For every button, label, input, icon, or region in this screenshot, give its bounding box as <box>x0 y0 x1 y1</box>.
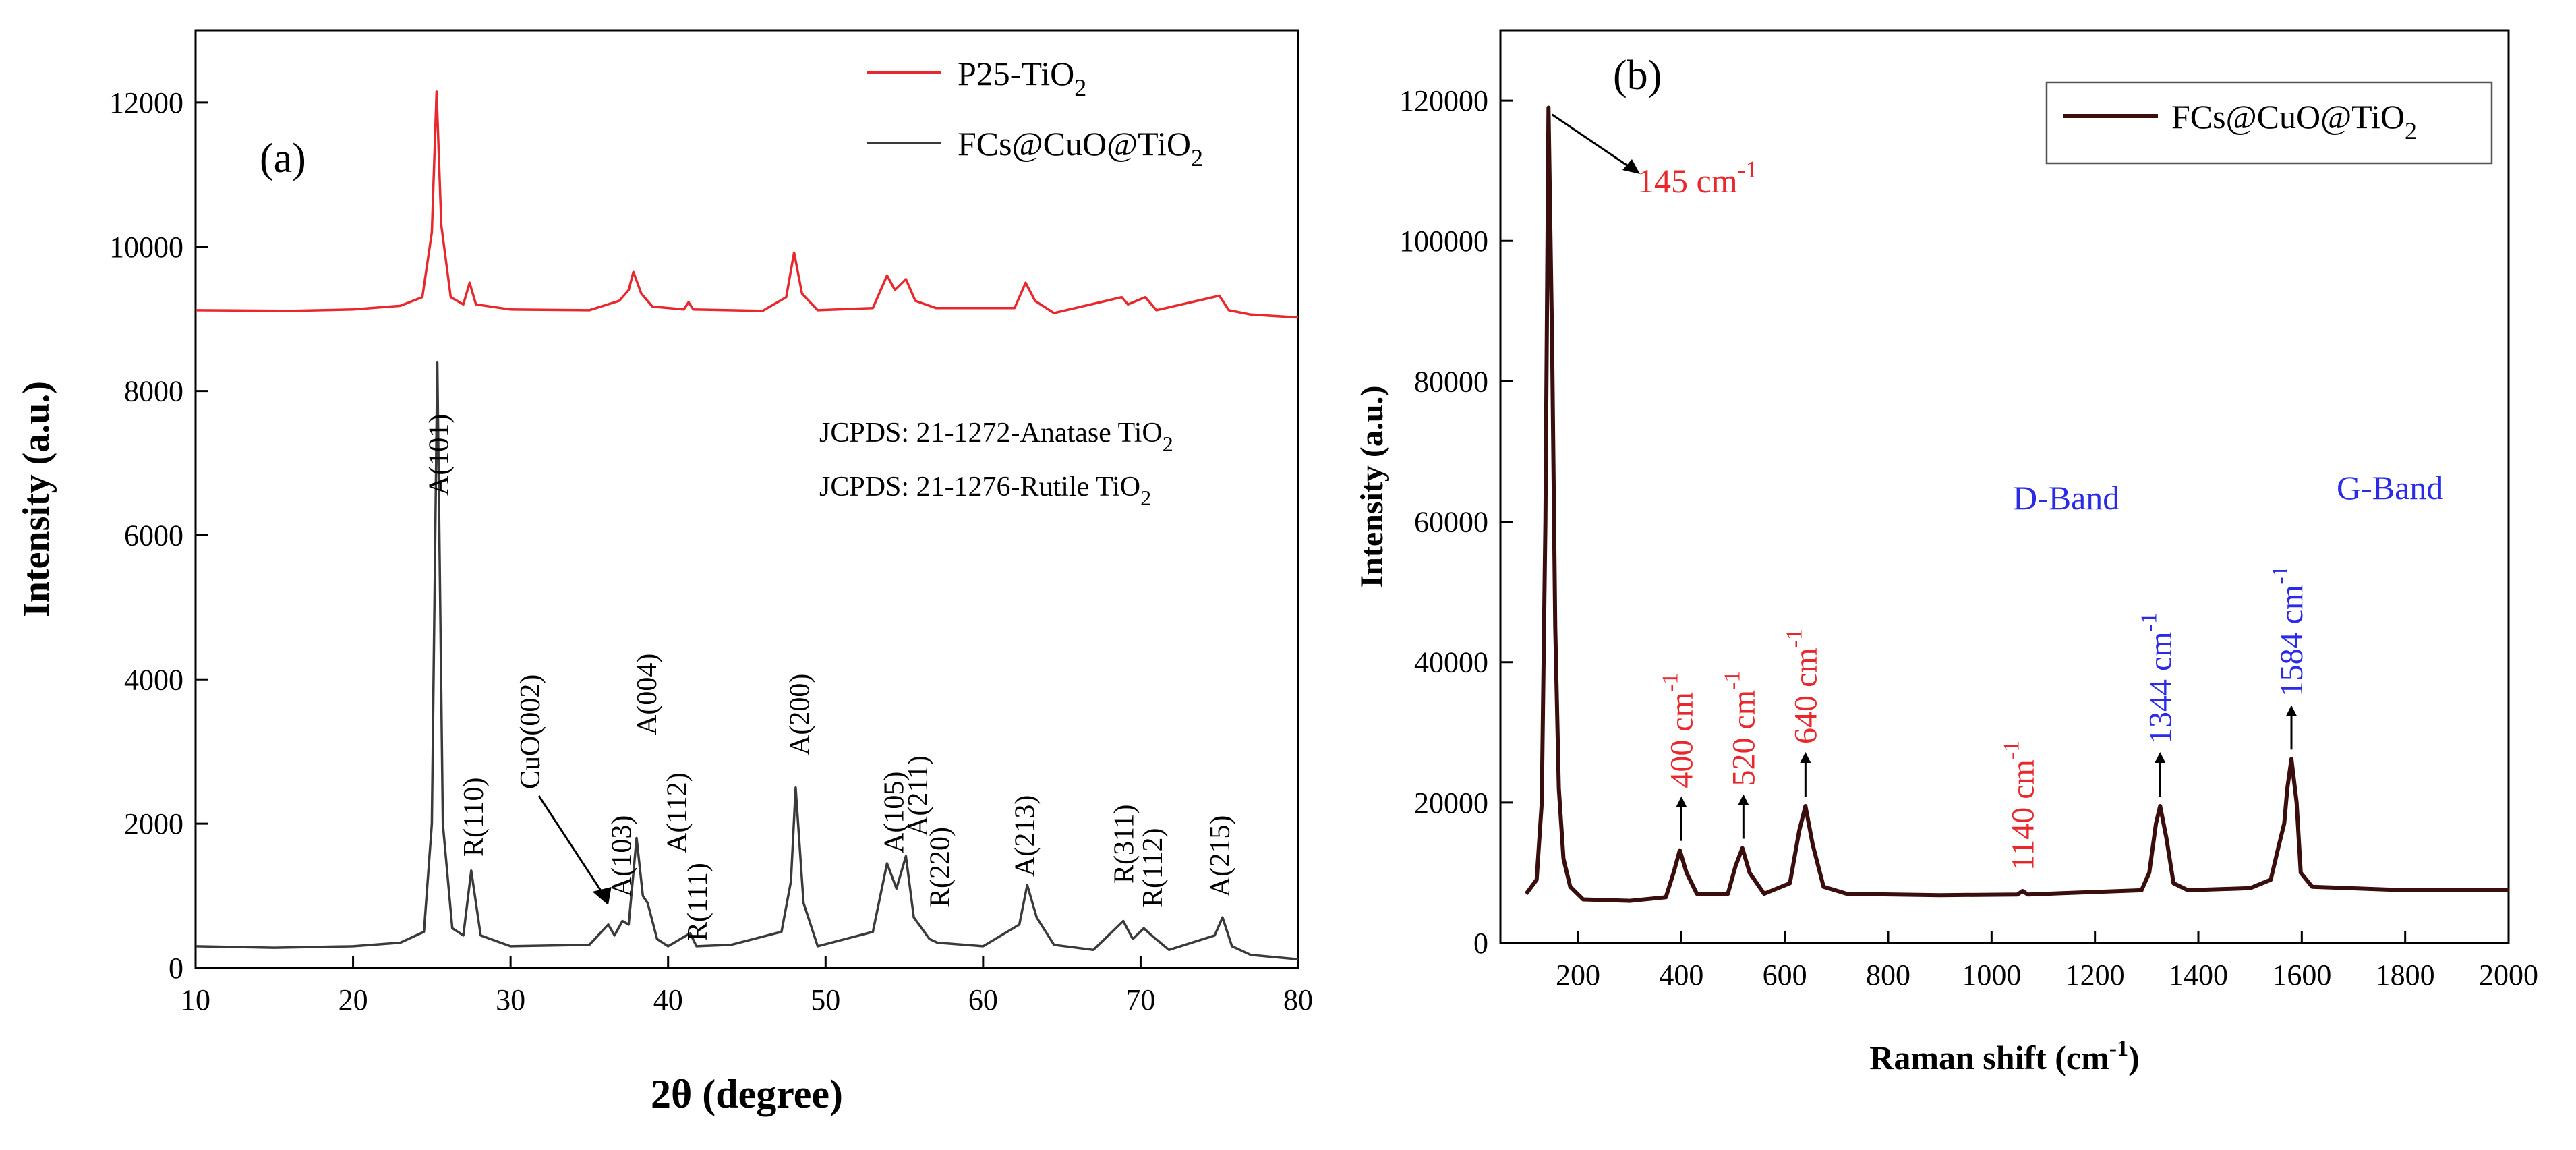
band-label: D-Band <box>2013 479 2119 517</box>
panel-label: (b) <box>1613 53 1662 98</box>
peak-label: A(213) <box>1010 795 1041 877</box>
y-tick-label: 12000 <box>109 86 183 119</box>
annotation-arrow-head <box>1800 752 1811 764</box>
annotation-arrow-head <box>2155 752 2166 764</box>
plot-frame <box>194 29 1299 969</box>
cuo-arrow-head <box>592 887 612 905</box>
legend-label: FCs@CuO@TiO2 <box>2171 98 2417 144</box>
x-tick-label: 20 <box>339 983 368 1016</box>
x-tick-label: 600 <box>1763 958 1807 991</box>
x-tick-label: 1600 <box>2272 958 2331 991</box>
annotation-arrow-head <box>1738 794 1749 805</box>
series-line-p25 <box>195 90 1299 319</box>
y-axis-label: Intensity (a.u.) <box>16 381 57 617</box>
jcpds-annotation: JCPDS: 21-1276-Rutile TiO2 <box>819 471 1151 510</box>
y-axis-label: Intensity (a.u.) <box>1354 385 1390 587</box>
y-tick-label: 2000 <box>124 807 183 840</box>
plot-frame <box>1499 29 2510 944</box>
x-axis-label: Raman shift (cm-1) <box>1869 1036 2140 1076</box>
y-tick-label: 60000 <box>1414 506 1488 539</box>
legend-label: FCs@CuO@TiO2 <box>958 125 1203 171</box>
x-tick-label: 40 <box>653 983 683 1016</box>
cuo-arrow <box>537 795 606 898</box>
panel-b: 200 400 600 800 1000 1200 1400 1600 1800 20000200… <box>1354 29 2538 1076</box>
y-tick-label: 10000 <box>109 231 183 264</box>
legend-label: P25-TiO2 <box>958 55 1086 101</box>
y-tick-label: 0 <box>1473 927 1488 960</box>
x-tick-label: 200 <box>1556 958 1600 991</box>
peak-label: A(215) <box>1205 815 1236 897</box>
peak-annotation: 145 cm-1 <box>1637 156 1758 200</box>
peak-label: A(112) <box>662 772 693 853</box>
x-tick-label: 1400 <box>2169 958 2228 991</box>
peak-annotation: 1344 cm-1 <box>2136 612 2178 744</box>
peak-annotation: 1584 cm-1 <box>2268 565 2310 697</box>
panel-a: 10 20 30 40 50 60 70 80 0 2000 4000 6000 8000 10000 12… <box>16 29 1313 1116</box>
peak-label: A(211) <box>903 755 934 836</box>
peak-label: R(110) <box>459 778 490 857</box>
x-axis-label: 2θ (degree) <box>651 1072 843 1116</box>
x-tick-label: 70 <box>1125 983 1155 1016</box>
y-tick-label: 120000 <box>1399 84 1488 117</box>
y-tick-label: 6000 <box>124 519 183 552</box>
y-tick-label: 20000 <box>1414 786 1488 820</box>
y-tick-label: 8000 <box>124 375 183 408</box>
peak-label: A(105) <box>879 772 910 853</box>
peak-label: R(311) <box>1109 805 1140 884</box>
x-tick-label: 80 <box>1283 983 1313 1016</box>
peak-label: R(111) <box>682 863 713 941</box>
x-tick-label: 1200 <box>2066 958 2125 991</box>
x-tick-label: 1000 <box>1962 958 2021 991</box>
x-tick-label: 2000 <box>2479 958 2538 991</box>
x-tick-label: 800 <box>1866 958 1910 991</box>
peak-annotation: 1140 cm-1 <box>1999 741 2041 871</box>
band-label: G-Band <box>2337 469 2443 507</box>
y-tick-label: 4000 <box>124 663 183 696</box>
peak-label: A(200) <box>785 674 816 755</box>
x-tick-label: 400 <box>1659 958 1703 991</box>
peak-annotation: 640 cm-1 <box>1782 629 1823 744</box>
y-tick-label: 0 <box>169 952 183 985</box>
annotation-arrow-head <box>2286 705 2297 716</box>
x-tick-label: 10 <box>181 983 210 1016</box>
peak-label: A(101) <box>424 414 455 496</box>
peak-label: A(103) <box>607 815 638 897</box>
x-tick-label: 1800 <box>2376 958 2435 991</box>
x-tick-label: 50 <box>811 983 840 1016</box>
legend-box <box>2045 81 2493 165</box>
peak-annotation: 520 cm-1 <box>1720 671 1761 786</box>
annotation-arrow <box>1551 113 1633 170</box>
y-tick-label: 40000 <box>1414 646 1488 679</box>
y-tick-label: 80000 <box>1414 365 1488 398</box>
peak-label: R(112) <box>1138 828 1169 907</box>
y-tick-label: 100000 <box>1399 225 1488 258</box>
annotation-arrow-head <box>1622 159 1640 174</box>
x-tick-label: 60 <box>968 983 998 1016</box>
peak-label: A(004) <box>632 654 663 735</box>
series-line-fcs <box>195 361 1299 960</box>
jcpds-annotation: JCPDS: 21-1272-Anatase TiO2 <box>819 418 1173 456</box>
peak-annotation: 400 cm-1 <box>1658 673 1699 788</box>
peak-label: CuO(002) <box>515 674 546 789</box>
peak-label: R(220) <box>925 827 956 907</box>
panel-label: (a) <box>260 136 306 181</box>
x-tick-label: 30 <box>496 983 525 1016</box>
annotation-arrow-head <box>1676 796 1687 807</box>
series-line-raman <box>1524 105 2509 903</box>
